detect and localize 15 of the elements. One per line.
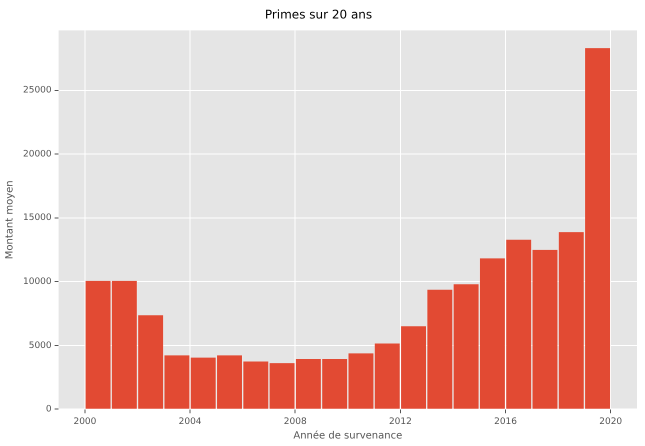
y-tick-label: 25000 [22,86,52,96]
y-tick-label: 0 [46,404,52,415]
x-tick-label: 2016 [494,416,518,427]
x-tick-label: 2004 [178,416,202,427]
x-tick-label: 2012 [388,416,412,427]
y-tick-label: 20000 [22,149,52,160]
x-tick-label: 2008 [284,416,307,427]
y-tick-label: 15000 [22,213,52,224]
y-tick-label: 10000 [22,277,52,287]
chart-title: Primes sur 20 ans [264,7,372,22]
x-tick-label: 2020 [599,416,622,427]
x-tick-label: 2000 [73,416,97,427]
x-axis-title: Année de survenance [293,430,402,442]
y-axis-title: Montant moyen [4,180,16,260]
y-tick-label: 5000 [28,340,52,351]
